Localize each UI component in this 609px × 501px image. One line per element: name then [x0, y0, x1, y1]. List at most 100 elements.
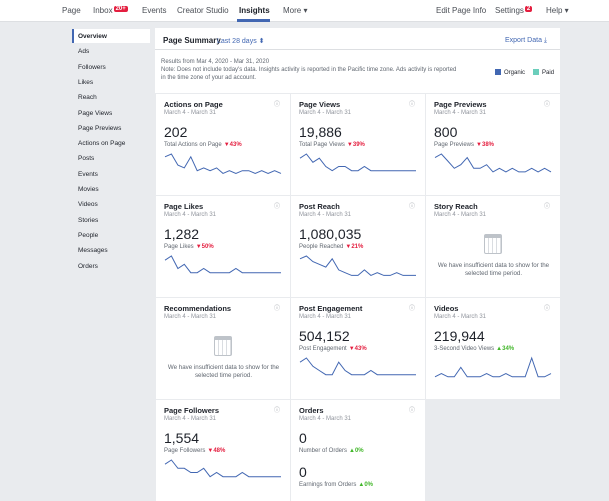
nav-item[interactable]: Inbox 20+	[93, 6, 128, 15]
change-value: 34%	[502, 346, 515, 352]
sidebar-item[interactable]: Events	[78, 170, 98, 178]
nav-item[interactable]: Insights	[239, 6, 270, 15]
change-value: 38%	[481, 142, 494, 148]
sidebar-item[interactable]: Reach	[78, 94, 97, 102]
metric-label: Post Engagement	[299, 346, 347, 352]
metric-value: 1,282	[164, 226, 200, 242]
metric-row: 3-Second Video Views ▲34%	[434, 346, 514, 352]
insufficient-message: We have insufficient data to show for th…	[167, 364, 280, 380]
info-icon: ⓘ	[543, 306, 550, 312]
metric-value: 19,886	[299, 124, 342, 140]
sidebar-item[interactable]: Stories	[78, 216, 99, 224]
nav-item[interactable]: Page	[62, 6, 81, 15]
sidebar-item[interactable]: Ads	[78, 48, 90, 56]
metric-card: Post Engagement March 4 - March 31 ⓘ 504,15…	[290, 297, 425, 399]
metric-change: ▲0%	[358, 482, 373, 488]
metric-row: Earnings from Orders ▲0%	[299, 482, 373, 488]
export-button[interactable]: Export Data ⤓	[505, 37, 548, 44]
sparkline	[434, 356, 552, 378]
sparkline-line	[164, 255, 281, 274]
nav-label: Help ▾	[546, 6, 569, 15]
change-value: 0%	[354, 448, 364, 454]
nav-label: Edit Page Info	[436, 6, 487, 15]
metric-change: ▼21%	[345, 244, 363, 250]
info-icon: ⓘ	[273, 102, 280, 108]
card-date: March 4 - March 31	[164, 212, 217, 218]
info-icon: ⓘ	[543, 102, 550, 108]
card-date: March 4 - March 31	[164, 314, 217, 320]
metric-card: Recommendations March 4 - March 31 ⓘ We hav…	[155, 297, 290, 399]
metric-row: Total Actions on Page ▼43%	[164, 142, 242, 148]
info-icon: ⓘ	[408, 204, 415, 210]
nav-item[interactable]: Settings 2	[495, 6, 533, 15]
sparkline-line	[164, 459, 281, 478]
active-underline	[237, 19, 270, 22]
nav-item[interactable]: Events	[142, 6, 166, 15]
trend-arrow: ▼	[345, 244, 352, 250]
nav-item[interactable]: Edit Page Info	[436, 6, 486, 15]
change-value: 43%	[354, 346, 367, 352]
trend-arrow: ▼	[195, 244, 202, 250]
legend-item: Organic	[495, 69, 526, 76]
sparkline-line	[434, 153, 552, 173]
metric-card: Page Likes March 4 - March 31 ⓘ 1,282 Page L…	[155, 195, 290, 297]
sidebar-item[interactable]: Page Views	[78, 109, 113, 117]
card-date: March 4 - March 31	[434, 212, 487, 218]
card-date: March 4 - March 31	[299, 314, 352, 320]
nav-item[interactable]: More ▾	[283, 6, 307, 15]
card-title: Page Followers	[164, 406, 220, 415]
sparkline	[299, 357, 416, 376]
nav-item[interactable]: Help ▾	[546, 6, 569, 15]
nav-item[interactable]: Creator Studio	[177, 6, 229, 15]
metric-row: Page Likes ▼50%	[164, 244, 214, 250]
card-title: Videos	[434, 304, 459, 313]
summary-header	[155, 28, 560, 50]
calendar-icon	[484, 234, 502, 254]
metric-change: ▼50%	[196, 244, 214, 250]
sidebar-item[interactable]: People	[78, 231, 99, 239]
results-text: Results from Mar 4, 2020 - Mar 31, 2020	[161, 59, 270, 65]
trend-arrow: ▼	[207, 448, 214, 454]
metric-change: ▼43%	[349, 346, 367, 352]
sidebar-item[interactable]: Messages	[78, 247, 108, 255]
legend-label: Organic	[504, 70, 526, 76]
sparkline	[299, 255, 416, 276]
legend-swatch	[495, 69, 501, 75]
sidebar-item[interactable]: Overview	[72, 29, 150, 43]
metric-value: 219,944	[434, 328, 485, 344]
nav-label: Settings	[495, 6, 524, 15]
info-icon: ⓘ	[273, 204, 280, 210]
sidebar-item[interactable]: Movies	[78, 186, 99, 193]
metric-row: Post Engagement ▼43%	[299, 346, 367, 352]
top-nav: Page Inbox 20+ Events Creator Studio Insights…	[0, 0, 609, 22]
info-icon: ⓘ	[273, 408, 280, 414]
metric-label: Number of Orders	[299, 448, 348, 454]
sidebar-item[interactable]: Videos	[78, 201, 98, 209]
range-select[interactable]: Last 28 days ⬍	[217, 38, 265, 45]
metric-card: Videos March 4 - March 31 ⓘ 219,944 3-Second…	[425, 297, 560, 399]
metric-label: Earnings from Orders	[299, 482, 357, 488]
sparkline	[164, 153, 282, 174]
sidebar-item[interactable]: Posts	[78, 155, 95, 163]
card-title: Post Engagement	[299, 304, 363, 313]
sparkline-line	[299, 255, 416, 276]
change-value: 43%	[229, 142, 242, 148]
sidebar-item[interactable]: Orders	[78, 262, 98, 270]
sidebar-item[interactable]: Likes	[78, 78, 94, 86]
card-title: Page Views	[299, 100, 341, 109]
sparkline	[164, 255, 281, 274]
metric-value: 800	[434, 124, 458, 140]
sidebar-item[interactable]: Followers	[78, 63, 106, 71]
change-value: 0%	[364, 482, 373, 488]
sidebar-item[interactable]: Page Previews	[78, 124, 122, 132]
sparkline-line	[434, 356, 552, 378]
card-date: March 4 - March 31	[299, 212, 352, 218]
metric-card: Orders March 4 - March 31 ⓘ 0 Number of Orde…	[290, 399, 425, 501]
sidebar-item[interactable]: Actions on Page	[78, 140, 126, 148]
nav-label: More ▾	[283, 6, 308, 15]
card-title: Orders	[299, 406, 324, 415]
metric-label: Page Likes	[164, 244, 194, 250]
metric-row: Total Page Views ▼39%	[299, 142, 365, 148]
insufficient-message: We have insufficient data to show for th…	[437, 262, 550, 278]
info-icon: ⓘ	[408, 408, 415, 414]
